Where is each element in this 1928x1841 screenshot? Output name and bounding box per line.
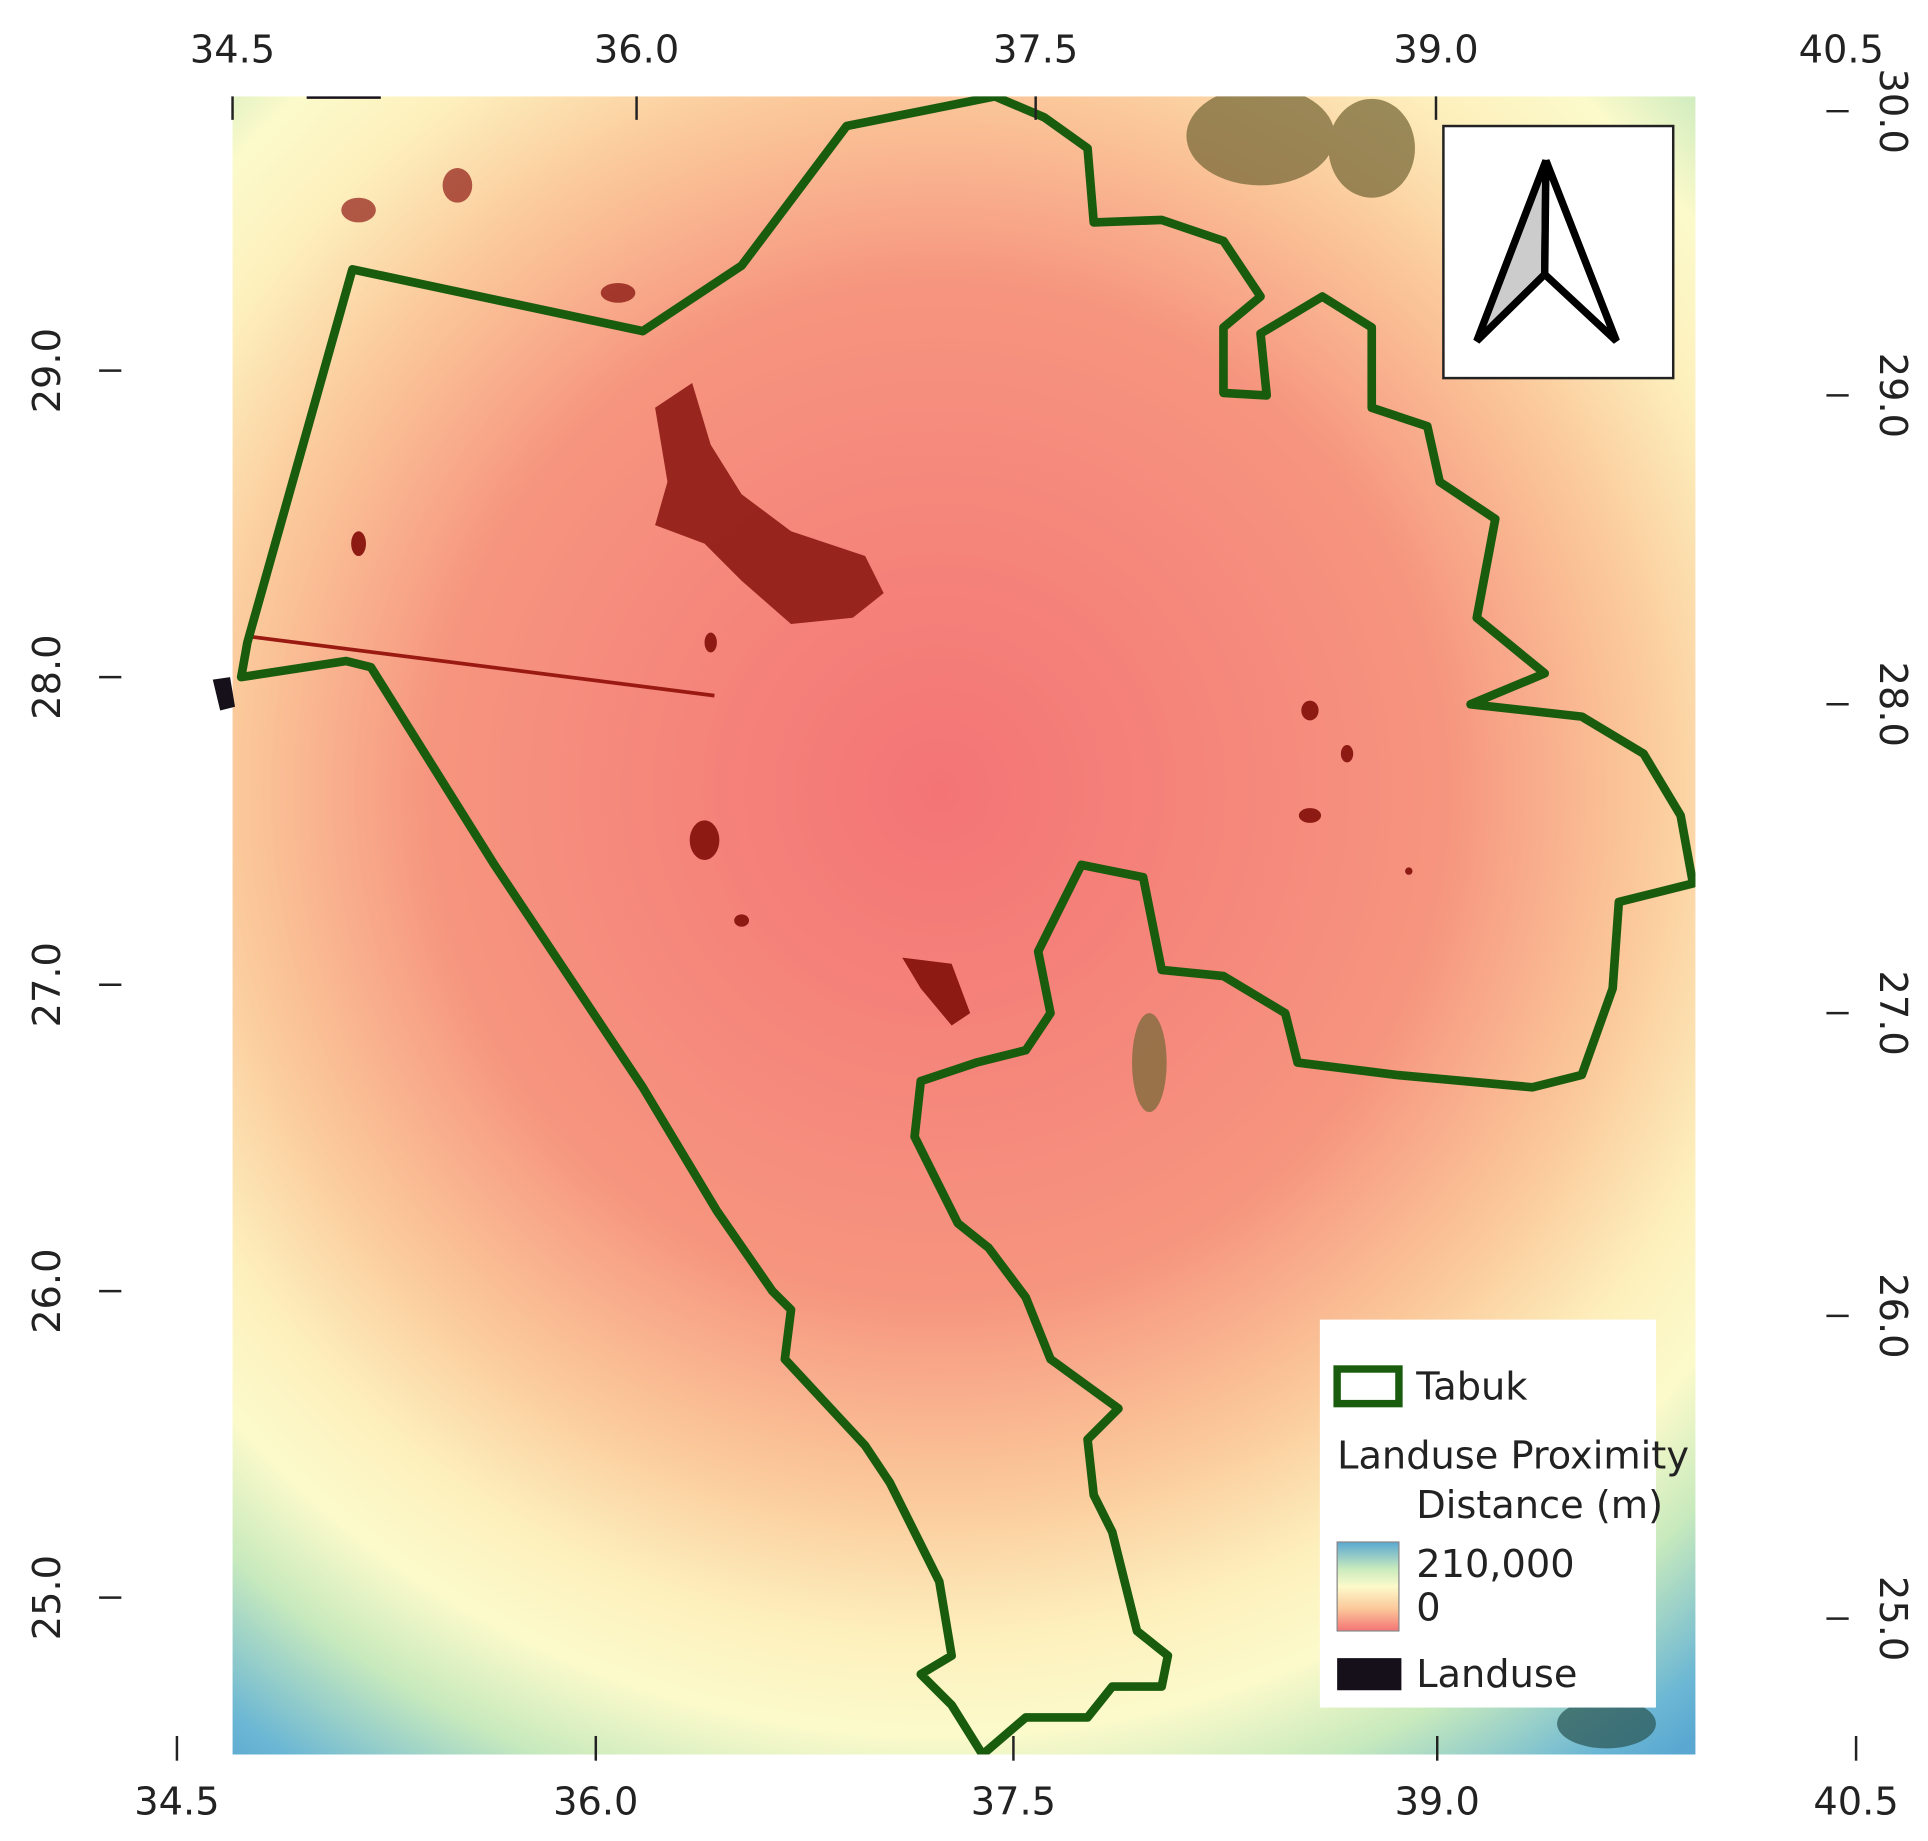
legend-label: Tabuk [1415, 1364, 1528, 1409]
north-arrow [1442, 124, 1675, 380]
bottom-tick-label: 39.0 [1395, 1779, 1480, 1824]
bottom-tick-label: 36.0 [553, 1779, 638, 1824]
legend-subtitle: Distance (m) [1416, 1483, 1663, 1528]
right-tick-label: 25.0 [1870, 1576, 1915, 1661]
boundary-line [247, 634, 715, 698]
legend-label: Landuse [1416, 1652, 1577, 1697]
legend-title: Landuse Proximity [1337, 1433, 1689, 1478]
right-tick-label: 26.0 [1870, 1273, 1915, 1358]
legend-swatch [1333, 1365, 1403, 1408]
landuse-patch [306, 96, 381, 99]
bottom-tick-label: 37.5 [971, 1779, 1056, 1824]
tabuk-boundary [236, 96, 1696, 1755]
legend: Tabuk Landuse Proximity Distance (m) 210… [1319, 1319, 1689, 1708]
top-tick-label: 37.5 [993, 27, 1078, 72]
left-tick-label: 25.0 [25, 1555, 70, 1640]
right-tick-label: 30.0 [1870, 69, 1915, 154]
top-tick-label: 34.5 [190, 27, 275, 72]
bottom-tick-label: 34.5 [134, 1779, 219, 1824]
legend-ramp [1336, 1541, 1400, 1632]
left-tick-label: 28.0 [25, 634, 70, 719]
legend-swatch [1337, 1658, 1402, 1691]
legend-max: 210,000 [1416, 1542, 1574, 1587]
left-tick-label: 26.0 [25, 1249, 70, 1334]
legend-box [1319, 1319, 1656, 1708]
left-tick-label: 29.0 [25, 328, 70, 413]
right-tick-label: 28.0 [1870, 662, 1915, 747]
left-tick-label: 27.0 [25, 942, 70, 1027]
top-tick-label: 40.5 [1799, 27, 1884, 72]
legend-min: 0 [1416, 1585, 1440, 1630]
top-tick-label: 39.0 [1393, 27, 1478, 72]
bottom-tick-label: 40.5 [1813, 1779, 1898, 1824]
right-tick-label: 27.0 [1870, 971, 1915, 1056]
landuse-patches [341, 168, 1413, 1026]
right-tick-label: 29.0 [1870, 353, 1915, 438]
landuse-patch [212, 677, 236, 711]
landuse-outside [1132, 96, 1656, 1749]
top-tick-label: 36.0 [594, 27, 679, 72]
